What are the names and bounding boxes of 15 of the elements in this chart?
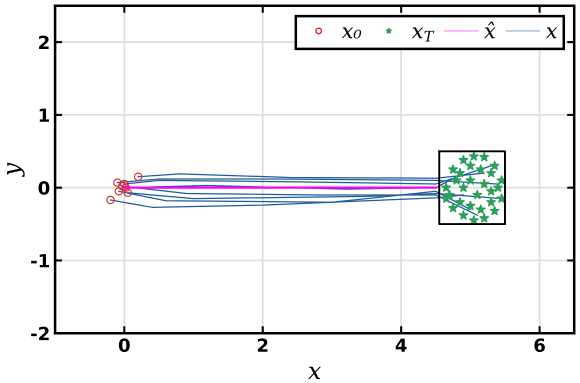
x-tick-label: 6	[534, 338, 545, 352]
x-tick-label: 0	[118, 338, 130, 352]
legend-label: x$_{T}$	[412, 27, 434, 42]
legend-label: x	[546, 27, 558, 38]
y-tick-label: 0	[38, 181, 50, 195]
legend-label: x̂	[484, 22, 496, 38]
x-tick-label: 2	[258, 338, 268, 352]
x-tick-label: 4	[396, 338, 407, 352]
y-tick-label: -2	[31, 326, 49, 340]
y-axis-title: y	[7, 162, 25, 178]
y-tick-label: 2	[39, 36, 49, 49]
x-axis-title: x	[308, 366, 321, 380]
legend-label: x₀	[342, 27, 362, 38]
y-tick-label: 1	[40, 108, 49, 122]
y-tick-label: -1	[31, 254, 49, 268]
